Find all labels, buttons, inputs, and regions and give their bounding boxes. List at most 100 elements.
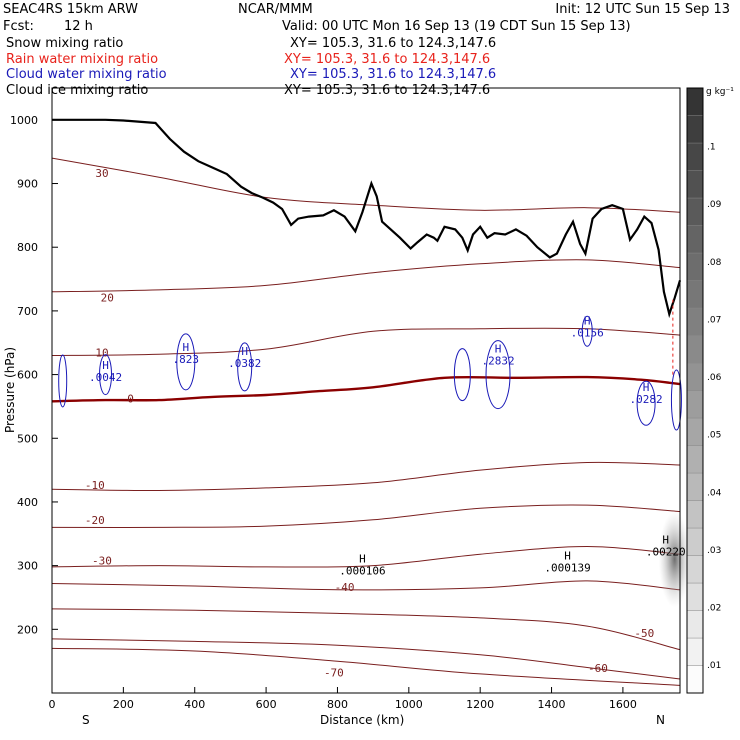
isotherm-label: 10 <box>95 347 108 360</box>
cloud-water-contour <box>176 333 196 391</box>
isotherm-label: 20 <box>101 291 114 304</box>
isotherm-m20 <box>51 504 681 528</box>
y-tick-label: 500 <box>17 432 38 445</box>
colorbar-tick-label: .05 <box>707 431 721 441</box>
colorbar-cell <box>686 417 704 446</box>
isotherm-label: -30 <box>92 554 112 567</box>
colorbar-cell <box>686 610 704 639</box>
colorbar-cell <box>686 335 704 364</box>
colorbar-cell <box>686 555 704 584</box>
init-time: Init: 12 UTC Sun 15 Sep 13 <box>555 2 730 17</box>
colorbar: .01 .02 .03 .04 .05 .06 .07 .08 .09 .1 <box>686 87 722 694</box>
cloud-water-max-h: H <box>584 314 591 327</box>
colorbar-cell <box>686 280 704 309</box>
valid-time: Valid: 00 UTC Mon 16 Sep 13 (19 CDT Sun … <box>282 19 631 34</box>
cloud-water-contour <box>670 369 682 431</box>
cloud-water-max-h: H <box>643 381 650 394</box>
field-xy-cloud-ice: XY= 105.3, 31.6 to 124.3,147.6 <box>284 83 490 98</box>
model-title: SEAC4RS 15km ARW <box>3 2 138 17</box>
colorbar-tick-label: .06 <box>707 373 722 383</box>
cloud-ice-max-value: .000106 <box>339 565 385 578</box>
x-tick-label: 1400 <box>538 698 566 711</box>
colorbar-cell <box>686 665 704 694</box>
field-xy-cloud-water: XY= 105.3, 31.6 to 124.3,147.6 <box>290 67 496 82</box>
x-tick-label: 800 <box>327 698 348 711</box>
isotherm-label: -20 <box>85 514 105 527</box>
colorbar-frame <box>686 87 704 694</box>
cloud-water-contour <box>581 315 593 347</box>
colorbar-tick-label: .01 <box>707 661 721 671</box>
colorbar-cell <box>686 142 704 171</box>
x-tick-label: 600 <box>256 698 277 711</box>
isotherm-20 <box>51 259 681 293</box>
y-tick-label: 700 <box>17 305 38 318</box>
isotherm-m60 <box>51 638 681 680</box>
colorbar-cell <box>686 115 704 144</box>
x-tick-label: 1000 <box>395 698 423 711</box>
cloud-water-max-h: H <box>241 345 248 358</box>
x-axis-label: Distance (km) <box>320 713 404 727</box>
y-tick-label: 800 <box>17 241 38 254</box>
isotherm-label: 30 <box>95 167 108 180</box>
isotherm-label: -60 <box>588 662 608 675</box>
isotherm-m50 <box>51 608 681 651</box>
field-label-rain: Rain water mixing ratio <box>6 52 158 67</box>
field-label-cloud-ice: Cloud ice mixing ratio <box>6 83 148 98</box>
cloud-water-contour <box>453 348 471 402</box>
colorbar-cell <box>686 637 704 666</box>
axes: 0 200 400 600 800 1000 1200 1400 160020030040050… <box>10 114 637 711</box>
colorbar-cell <box>686 87 704 116</box>
x-tick-label: 0 <box>49 698 56 711</box>
cloud-water-max-value: .0382 <box>228 357 261 370</box>
cloud-water-contour <box>237 342 253 392</box>
cloud-ice-max-h: H <box>359 553 366 566</box>
field-xy-rain: XY= 105.3, 31.6 to 124.3,147.6 <box>284 52 490 67</box>
colorbar-cell <box>686 390 704 419</box>
cloud-water-max-value: .2832 <box>481 354 514 367</box>
cloud-water-contour <box>636 380 656 426</box>
south-label: S <box>82 713 90 727</box>
cloud-ice-max-value: .00220 <box>646 545 686 558</box>
colorbar-tick-label: .1 <box>707 143 716 153</box>
fcst-value: 12 h <box>64 19 93 34</box>
cloud-water-contour <box>99 354 113 396</box>
cloud-water-max-value: .0042 <box>89 371 122 384</box>
isotherm-30 <box>51 157 681 213</box>
cloud-water-max-value: .0156 <box>571 326 604 339</box>
cloud-water-max-value: .823 <box>173 353 200 366</box>
cloud-water-contour <box>485 340 511 410</box>
colorbar-cell <box>686 527 704 556</box>
colorbar-tick-label: .08 <box>707 258 722 268</box>
isotherm-m70 <box>51 647 681 686</box>
colorbar-tick-label: .03 <box>707 546 721 556</box>
cloud-ice-shading <box>658 511 691 608</box>
field-label-cloud-water: Cloud water mixing ratio <box>6 67 167 82</box>
fcst-label: Fcst: <box>3 19 34 34</box>
cloud-water-max-h: H <box>182 341 189 354</box>
colorbar-tick-label: .04 <box>707 488 722 498</box>
field-label-snow: Snow mixing ratio <box>6 36 123 51</box>
y-tick-label: 400 <box>17 496 38 509</box>
isotherm-10 <box>51 327 681 356</box>
colorbar-cell <box>686 472 704 501</box>
y-axis-label: Pressure (hPa) <box>3 347 17 433</box>
plot-frame <box>51 87 681 694</box>
y-tick-label: 300 <box>17 560 38 573</box>
colorbar-unit: g kg⁻¹ <box>706 87 734 97</box>
colorbar-tick-label: .09 <box>707 200 722 210</box>
maxima-labels: H.0042H.823H.0382H.2832H.0156H.0282H.000… <box>89 314 686 577</box>
north-label: N <box>656 713 665 727</box>
cloud-water-contours <box>58 298 682 431</box>
y-tick-label: 200 <box>17 623 38 636</box>
colorbar-tick-label: .07 <box>707 315 721 325</box>
colorbar-tick-label: .02 <box>707 604 721 614</box>
isotherm-m30 <box>51 545 681 568</box>
isotherm-label: 0 <box>127 393 134 406</box>
terrain-line <box>52 118 682 319</box>
cloud-water-max-h: H <box>495 342 502 355</box>
isotherm-label: -40 <box>335 581 355 594</box>
colorbar-cell <box>686 170 704 199</box>
colorbar-cell <box>686 445 704 474</box>
isotherm-m40 <box>51 580 681 591</box>
